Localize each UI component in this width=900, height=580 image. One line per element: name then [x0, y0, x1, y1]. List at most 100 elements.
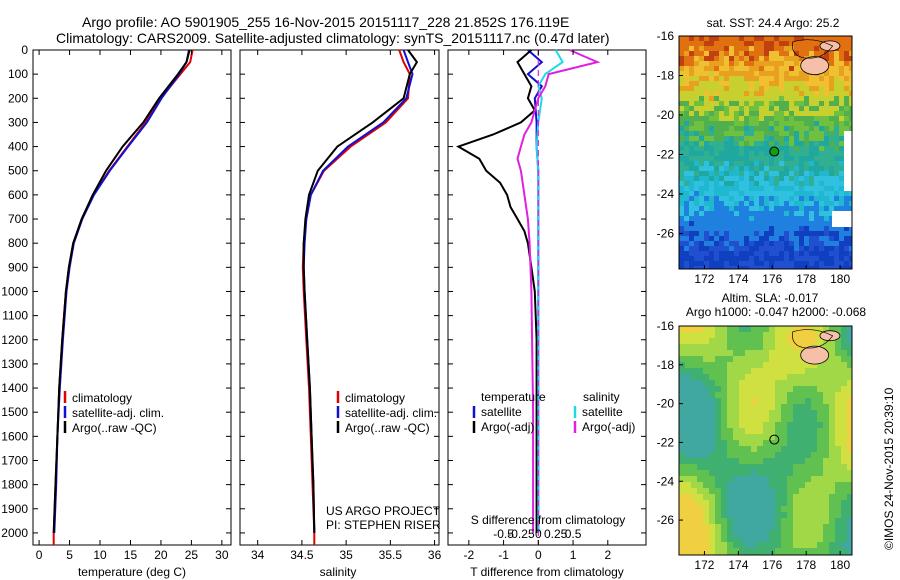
map-cell — [684, 176, 690, 182]
map-cell — [805, 506, 812, 513]
map-cell — [751, 518, 758, 525]
map-cell — [679, 398, 686, 405]
map-cell — [817, 518, 824, 525]
map-cell — [794, 141, 800, 147]
map-cell — [745, 332, 752, 339]
map-cell — [774, 191, 780, 197]
map-cell — [819, 171, 825, 177]
map-cell — [704, 71, 710, 77]
map-cell — [789, 86, 795, 92]
map-cell — [789, 206, 795, 212]
map-cell — [704, 106, 710, 112]
map-cell — [764, 91, 770, 97]
map-cell — [794, 171, 800, 177]
map-cell — [817, 422, 824, 429]
map-cell — [764, 176, 770, 182]
map-cell — [804, 266, 810, 269]
map-cell — [793, 428, 800, 435]
map-cell — [804, 121, 810, 127]
map-cell — [744, 36, 750, 42]
map-cell — [739, 530, 746, 537]
map-cell — [804, 96, 810, 102]
map-cell — [689, 216, 695, 222]
map-cell — [739, 221, 745, 227]
map-cell — [787, 356, 794, 363]
map-cell — [704, 221, 710, 227]
map-cell — [729, 221, 735, 227]
map-cell — [829, 368, 836, 375]
map-cell — [829, 246, 835, 252]
map-cell — [793, 458, 800, 465]
map-cell — [709, 482, 716, 489]
map-cell — [749, 116, 755, 122]
map-cell — [814, 36, 820, 42]
map-cell — [829, 86, 835, 92]
series-line-1-0 — [301, 49, 411, 545]
map-cell — [744, 226, 750, 232]
map-cell — [779, 96, 785, 102]
map-cell — [769, 61, 775, 67]
map-cell — [835, 500, 842, 507]
map-cell — [841, 368, 848, 375]
map-cell — [739, 106, 745, 112]
map-cell — [774, 131, 780, 137]
map-cell — [769, 428, 776, 435]
map-cell — [724, 211, 730, 217]
map-cell — [779, 196, 785, 202]
map-cell — [793, 380, 800, 387]
map-cell — [799, 464, 806, 471]
map-cell — [805, 518, 812, 525]
map-cell — [709, 542, 716, 549]
map-cell — [703, 434, 710, 441]
map-cell — [817, 404, 824, 411]
map-cell — [721, 362, 728, 369]
map-cell — [715, 404, 722, 411]
map-cell — [744, 241, 750, 247]
map-cell — [703, 500, 710, 507]
map-cell — [764, 81, 770, 87]
map-cell — [787, 416, 794, 423]
map-cell — [817, 428, 824, 435]
map-cell — [834, 186, 840, 192]
map-cell — [727, 416, 734, 423]
map-cell — [799, 36, 805, 42]
map-cell — [763, 422, 770, 429]
map-cell — [689, 171, 695, 177]
map-cell — [764, 171, 770, 177]
map-cell — [764, 191, 770, 197]
map-cell — [835, 344, 842, 351]
map-cell — [719, 196, 725, 202]
map-cell — [787, 500, 794, 507]
map-cell — [847, 446, 852, 453]
map-cell — [809, 156, 815, 162]
map-cell — [684, 121, 690, 127]
depth-axis: 0100200300400500600700800900100011001200… — [1, 43, 646, 540]
map-cell — [824, 106, 830, 112]
map-cell — [691, 326, 698, 333]
map-cell — [829, 216, 835, 222]
map-cell — [719, 141, 725, 147]
map-cell — [844, 96, 850, 102]
map-cell — [704, 191, 710, 197]
map-cell — [769, 231, 775, 237]
map-cell — [829, 101, 835, 107]
map-cell — [814, 201, 820, 207]
map-cell — [841, 512, 848, 519]
map-cell — [729, 106, 735, 112]
map-cell — [714, 186, 720, 192]
map-cell — [734, 131, 740, 137]
map-cell — [809, 131, 815, 137]
map-cell — [841, 362, 848, 369]
map-y-tick-label: -18 — [657, 68, 675, 82]
map-cell — [749, 96, 755, 102]
map-cell — [775, 500, 782, 507]
map-cell — [779, 156, 785, 162]
map-cell — [793, 548, 800, 555]
map-cell — [703, 542, 710, 549]
map-cell — [769, 186, 775, 192]
map-cell — [839, 156, 845, 162]
map-cell — [823, 362, 830, 369]
map-cell — [715, 470, 722, 477]
map-cell — [729, 111, 735, 117]
map-cell — [721, 410, 728, 417]
